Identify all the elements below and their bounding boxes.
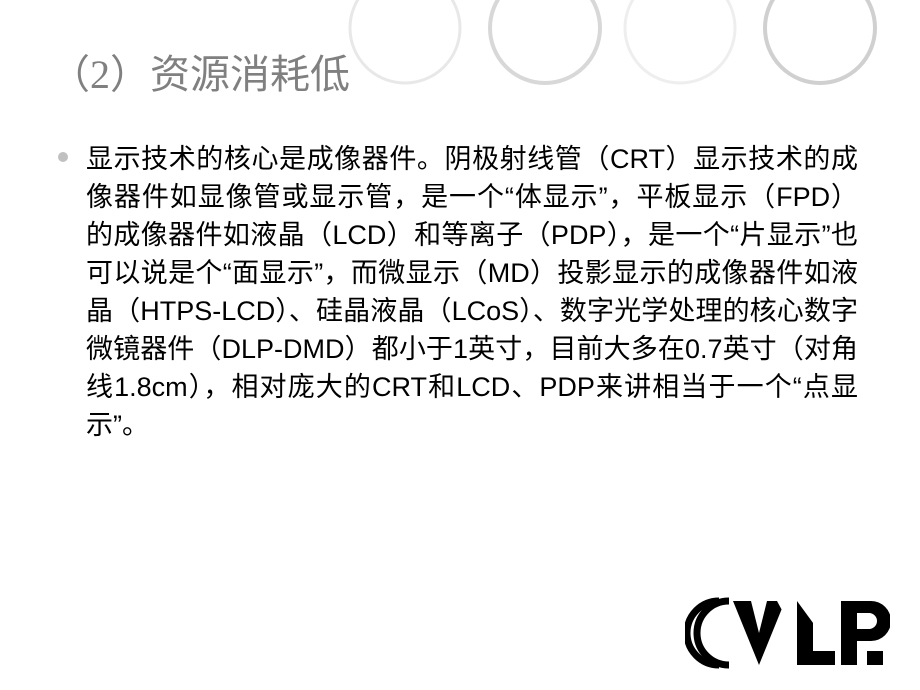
slide-title: （2）资源消耗低 (50, 42, 350, 100)
cvalp-logo-svg (685, 593, 890, 671)
bullet-row: 显示技术的核心是成像器件。阴极射线管（CRT）显示技术的成像器件如显像管或显示管… (58, 140, 858, 444)
body-paragraph: 显示技术的核心是成像器件。阴极射线管（CRT）显示技术的成像器件如显像管或显示管… (86, 140, 858, 444)
bullet-dot-icon (58, 152, 68, 162)
cvalp-logo (685, 593, 890, 676)
